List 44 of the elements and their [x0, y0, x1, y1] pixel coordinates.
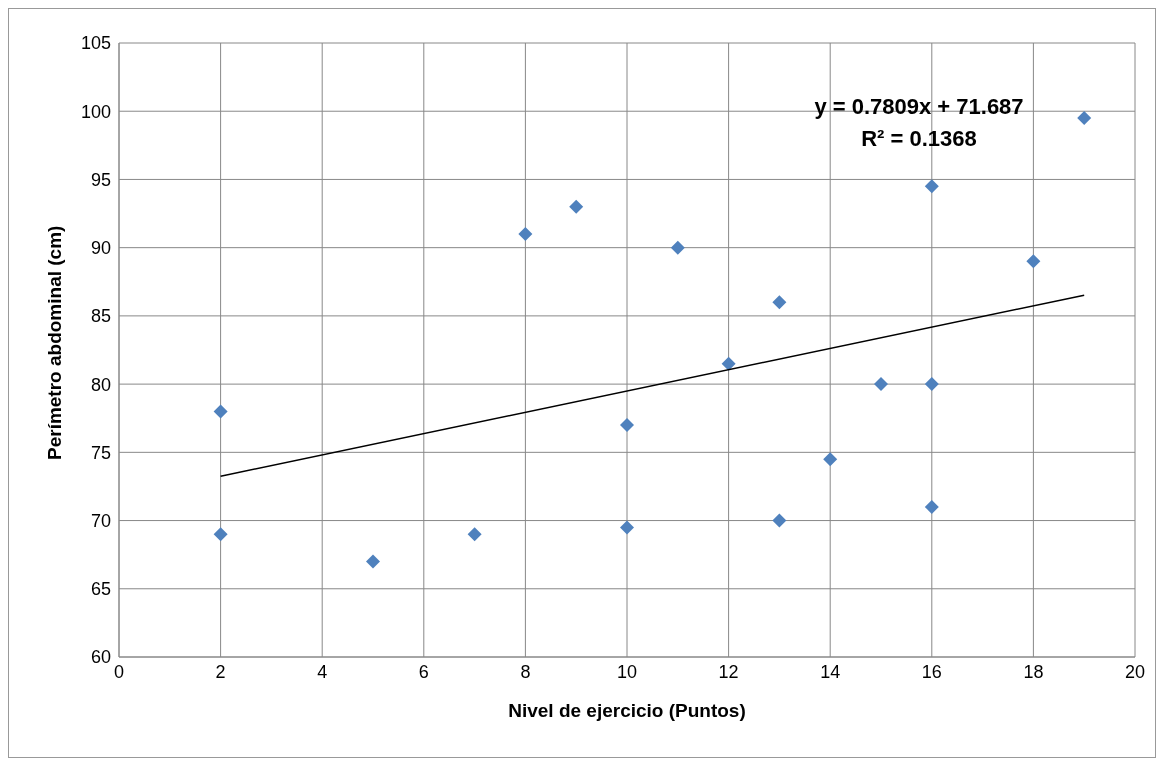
y-tick-label: 105 — [80, 33, 111, 54]
x-tick-label: 14 — [820, 661, 841, 682]
x-tick-label: 8 — [520, 661, 531, 682]
y-tick-label: 75 — [90, 442, 111, 463]
point — [670, 240, 685, 255]
y-tick-label: 70 — [90, 510, 111, 531]
point — [874, 377, 888, 392]
x-tick-label: 20 — [1124, 661, 1146, 682]
point — [772, 295, 787, 310]
point — [1026, 254, 1041, 269]
y-tick-label: 65 — [90, 579, 111, 600]
x-tick-label: 18 — [1023, 661, 1044, 682]
x-tick-label: 0 — [113, 661, 125, 682]
point — [772, 513, 787, 528]
x-tick-label: 10 — [616, 661, 638, 682]
annotation: R² = 0.1368 — [860, 125, 978, 153]
y-tick-label: 90 — [90, 238, 111, 259]
x-axis-title: Nivel de ejercicio (Puntos) — [508, 700, 746, 721]
point — [1077, 111, 1092, 126]
point — [823, 452, 838, 467]
y-axis-title: Perímetro abdominal (cm) — [43, 225, 65, 460]
x-tick-label: 16 — [921, 661, 942, 682]
y-tick-label: 100 — [80, 101, 111, 122]
y-tick-label: 95 — [90, 169, 111, 190]
x-tick-label: 6 — [418, 661, 429, 682]
point — [213, 404, 228, 419]
point — [213, 527, 228, 542]
x-tick-label: 2 — [215, 661, 226, 682]
point — [366, 554, 380, 569]
y-tick-label: 80 — [90, 374, 111, 395]
annotation: y = 0.7809x + 71.687 — [813, 93, 1025, 121]
point — [467, 527, 482, 542]
x-tick-label: 4 — [317, 661, 328, 682]
y-tick-label: 85 — [90, 306, 111, 327]
point — [569, 199, 584, 214]
point — [924, 499, 939, 514]
point — [518, 227, 533, 242]
point — [620, 520, 634, 535]
x-tick-label: 12 — [718, 661, 739, 682]
point — [924, 179, 939, 194]
point — [924, 377, 939, 392]
point — [620, 418, 634, 433]
point — [721, 356, 736, 371]
y-tick-label: 60 — [90, 647, 111, 668]
